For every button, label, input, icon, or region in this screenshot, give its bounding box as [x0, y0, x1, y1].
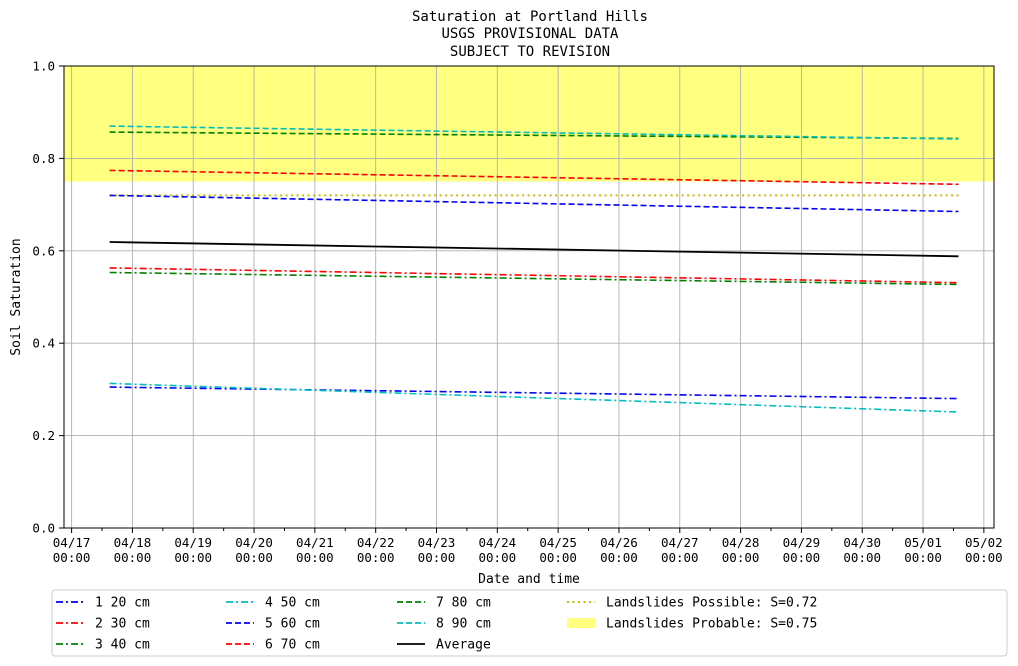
x-tick-label: 04/29 00:00 [783, 535, 821, 565]
chart-title-line-3: SUBJECT TO REVISION [450, 44, 610, 60]
legend: 1 20 cm 2 30 cm 3 40 cm 4 50 cm 5 60 cm 6 70 … [51, 589, 1008, 657]
series-line-average [109, 241, 959, 258]
x-tick-label: 04/17 00:00 [53, 535, 91, 565]
series-line-5-60-cm [109, 194, 959, 213]
legend-label: Landslides Possible: S=0.72 [606, 596, 817, 611]
plot-area: 04/17 00:00 04/18 00:00 04/19 00:00 04/20 00:00… [32, 59, 1002, 566]
series-line-2-30-cm [109, 267, 959, 284]
legend-label: Landslides Probable: S=0.75 [606, 617, 817, 632]
series-line-1-20-cm [109, 386, 959, 400]
legend-label: 1 20 cm [95, 596, 150, 611]
y-tick-label: 0.8 [32, 151, 55, 166]
x-tick-label: 05/01 00:00 [904, 535, 942, 565]
x-tick-label: 04/25 00:00 [539, 535, 577, 565]
legend-label: 7 80 cm [436, 596, 491, 611]
y-tick-label: 0.6 [32, 243, 55, 258]
x-tick-label: 04/30 00:00 [843, 535, 881, 565]
y-tick-label: 1.0 [32, 59, 55, 74]
series-line-6-70-cm [109, 169, 959, 186]
legend-label: 2 30 cm [95, 617, 150, 632]
x-tick-label: 05/02 00:00 [965, 535, 1003, 565]
legend-label: 4 50 cm [265, 596, 320, 611]
x-tick-label: 04/22 00:00 [357, 535, 395, 565]
x-axis-label: Date and time [478, 572, 580, 587]
x-tick-label: 04/26 00:00 [600, 535, 638, 565]
series-line-8-90-cm [109, 125, 959, 140]
x-tick-label: 04/27 00:00 [661, 535, 699, 565]
plot-frame [63, 65, 995, 529]
y-tick-label: 0.2 [32, 428, 55, 443]
chart-title-line-2: USGS PROVISIONAL DATA [441, 26, 619, 42]
legend-label: 6 70 cm [265, 638, 320, 653]
legend-frame [51, 589, 1008, 657]
chart-title-line-1: Saturation at Portland Hills [412, 9, 648, 25]
legend-label: 5 60 cm [265, 617, 320, 632]
x-tick-label: 04/23 00:00 [418, 535, 456, 565]
x-tick-label: 04/24 00:00 [479, 535, 517, 565]
landslides-probable-region [64, 66, 994, 182]
series-line-4-50-cm [109, 382, 959, 413]
y-tick-label: 0.4 [32, 336, 55, 351]
x-tick-label: 04/21 00:00 [296, 535, 334, 565]
legend-swatch [567, 618, 595, 628]
y-tick-label: 0.0 [32, 521, 55, 536]
legend-label: 8 90 cm [436, 617, 491, 632]
chart-title: Saturation at Portland Hills USGS PROVIS… [412, 9, 648, 60]
legend-label: Average [436, 638, 491, 653]
x-tick-label: 04/18 00:00 [114, 535, 152, 565]
x-tick-label: 04/20 00:00 [235, 535, 273, 565]
x-tick-label: 04/28 00:00 [722, 535, 760, 565]
x-tick-label: 04/19 00:00 [174, 535, 212, 565]
y-axis-label: Soil Saturation [9, 238, 24, 355]
legend-label: 3 40 cm [95, 638, 150, 653]
series-line-3-40-cm [109, 271, 959, 286]
